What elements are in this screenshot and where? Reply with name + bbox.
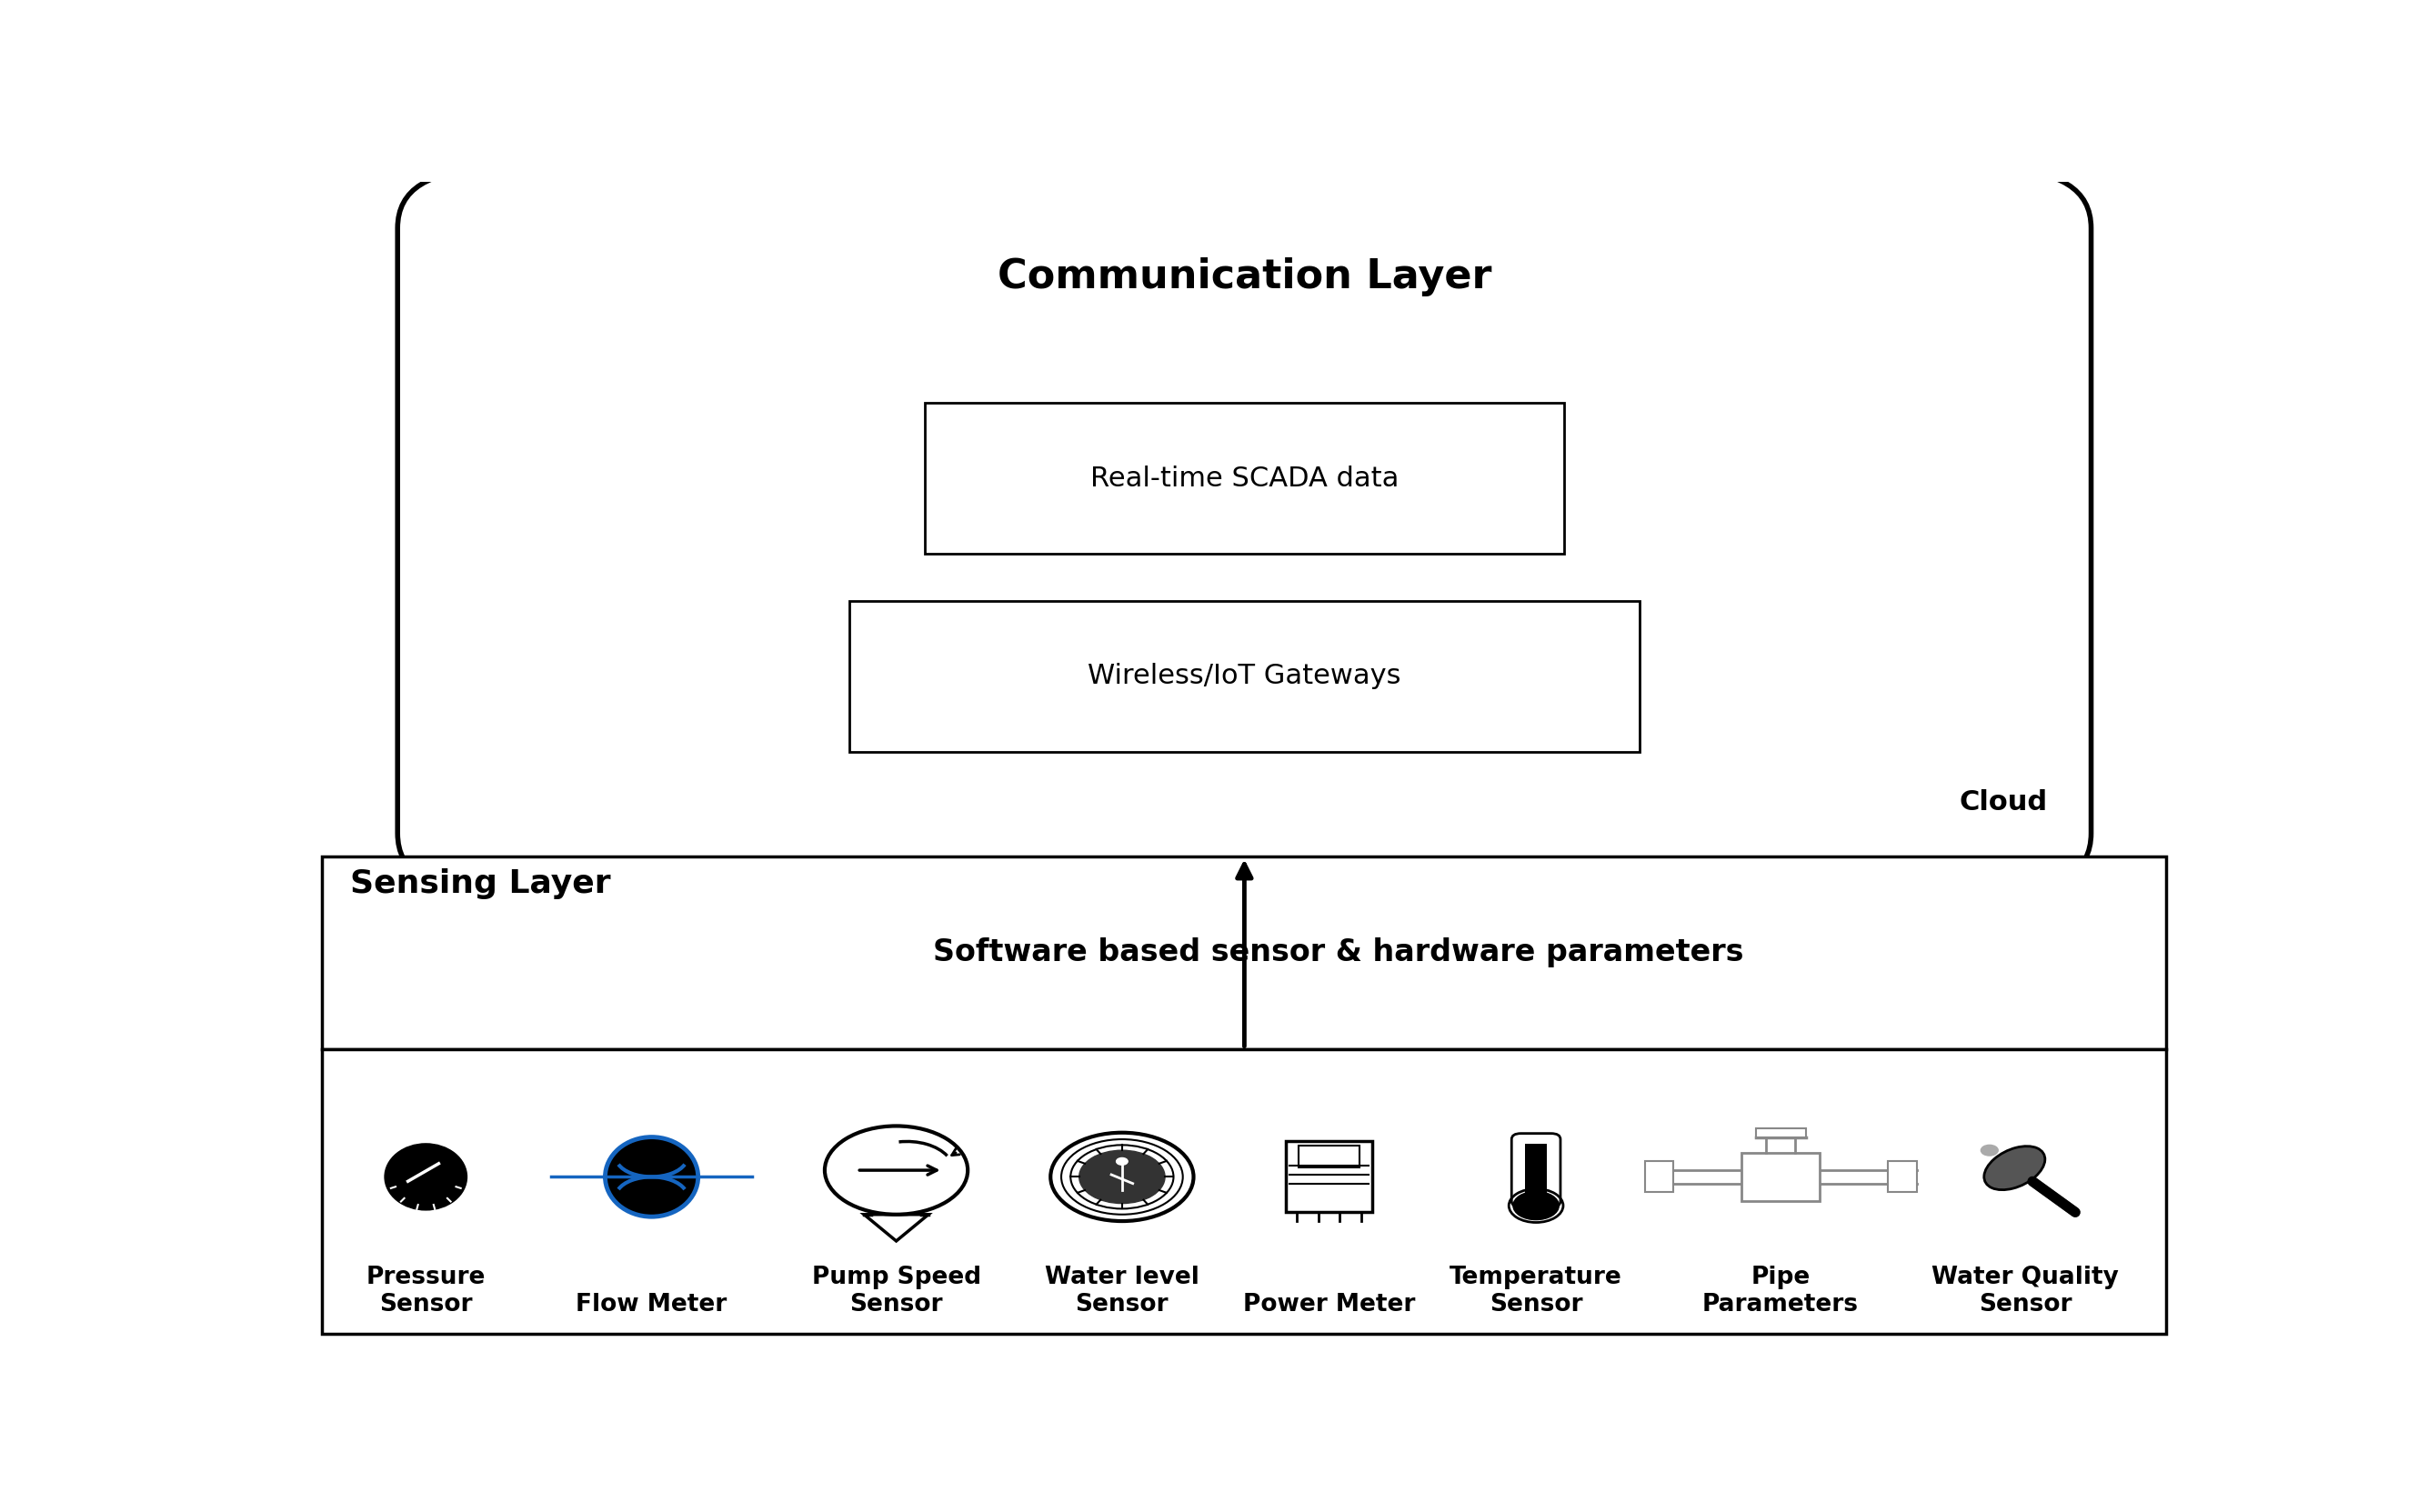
- Bar: [1299, 1146, 1360, 1167]
- Text: Water Quality
Sensor: Water Quality Sensor: [1933, 1266, 2120, 1317]
- Text: Sensing Layer: Sensing Layer: [350, 868, 612, 900]
- Ellipse shape: [605, 1137, 699, 1217]
- Bar: [925, 402, 1564, 553]
- Text: Pressure
Sensor: Pressure Sensor: [367, 1266, 486, 1317]
- Bar: [1525, 1145, 1547, 1198]
- Bar: [850, 600, 1639, 751]
- Bar: [323, 1049, 2166, 1334]
- Text: Pump Speed
Sensor: Pump Speed Sensor: [811, 1266, 981, 1317]
- FancyBboxPatch shape: [1513, 1134, 1561, 1207]
- Circle shape: [1981, 1145, 1998, 1155]
- Text: Water level
Sensor: Water level Sensor: [1044, 1266, 1199, 1317]
- Bar: [323, 857, 2166, 1049]
- Text: Temperature
Sensor: Temperature Sensor: [1450, 1266, 1622, 1317]
- Bar: [1741, 1152, 1821, 1201]
- Text: Power Meter: Power Meter: [1243, 1293, 1416, 1317]
- Bar: [1644, 1161, 1673, 1193]
- Circle shape: [1078, 1151, 1165, 1204]
- Text: Cloud: Cloud: [1959, 789, 2047, 816]
- Ellipse shape: [1984, 1146, 2044, 1190]
- Circle shape: [1117, 1158, 1127, 1164]
- Bar: [1755, 1128, 1806, 1137]
- Text: Communication Layer: Communication Layer: [998, 257, 1491, 296]
- Text: Software based sensor & hardware parameters: Software based sensor & hardware paramet…: [932, 937, 1743, 968]
- Text: Wireless/IoT Gateways: Wireless/IoT Gateways: [1088, 664, 1401, 689]
- Circle shape: [1513, 1191, 1559, 1220]
- FancyBboxPatch shape: [398, 169, 2091, 892]
- Text: Flow Meter: Flow Meter: [575, 1293, 728, 1317]
- Bar: [1889, 1161, 1916, 1193]
- Bar: [1287, 1142, 1372, 1213]
- Ellipse shape: [384, 1143, 466, 1210]
- Text: Real-time SCADA data: Real-time SCADA data: [1090, 466, 1399, 491]
- Text: Pipe
Parameters: Pipe Parameters: [1702, 1266, 1860, 1317]
